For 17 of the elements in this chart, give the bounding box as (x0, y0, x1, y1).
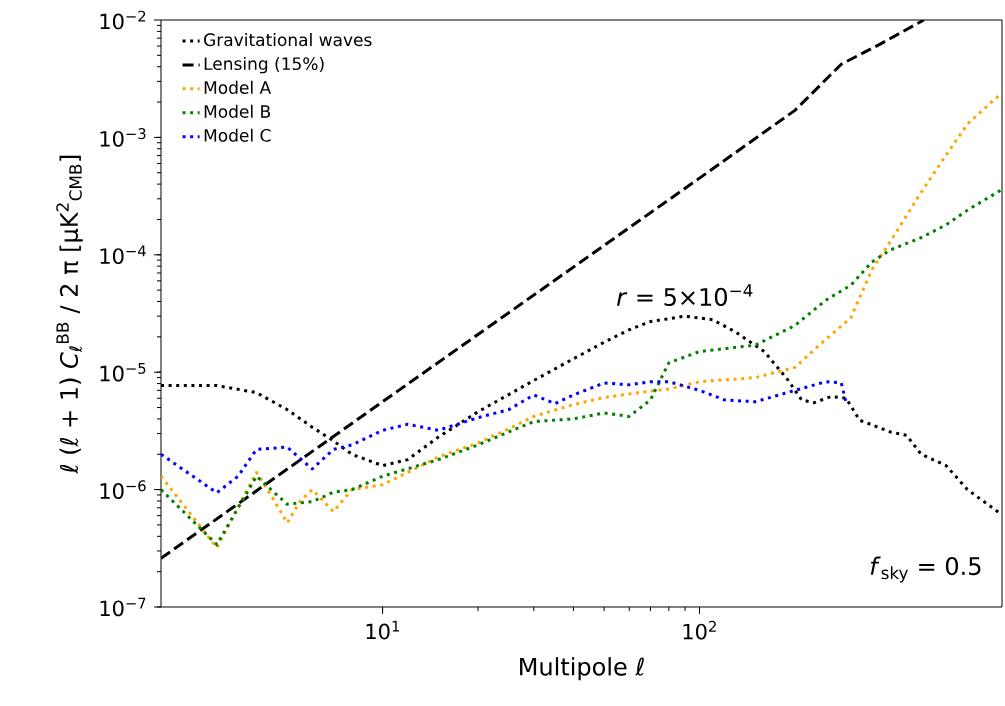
y-tick-label: 10$^{−5}$ (100, 362, 146, 382)
annotation: r = 5×10$^{−4}$ (617, 284, 753, 306)
y-tick-label: 10$^{−3}$ (100, 128, 146, 147)
legend-label: Lensing (15%) (204, 56, 324, 74)
y-tick-label: 10$^{−2}$ (100, 10, 146, 30)
y-axis-title: ℓ (ℓ + 1) C$_{ℓ}$$^{BB}$ / 2 π [μK$^{2}$$_{CMB}$] (56, 155, 83, 474)
annotation: f$_{sky}$ = 0.5 (870, 556, 981, 583)
legend-label: Model C (204, 128, 271, 142)
y-tick-label: 10$^{−7}$ (100, 597, 146, 617)
legend-label: Model A (204, 80, 272, 94)
legend-label: Gravitational waves (204, 33, 372, 47)
y-tick-label: 10$^{−4}$ (100, 245, 146, 265)
legend-label: Model B (204, 104, 270, 118)
x-axis-title: Multipole ℓ (520, 657, 644, 681)
y-tick-label: 10$^{−6}$ (100, 480, 146, 499)
x-tick-label: 10$^{2}$ (683, 620, 716, 640)
x-tick-label: 10$^{1}$ (366, 620, 399, 640)
